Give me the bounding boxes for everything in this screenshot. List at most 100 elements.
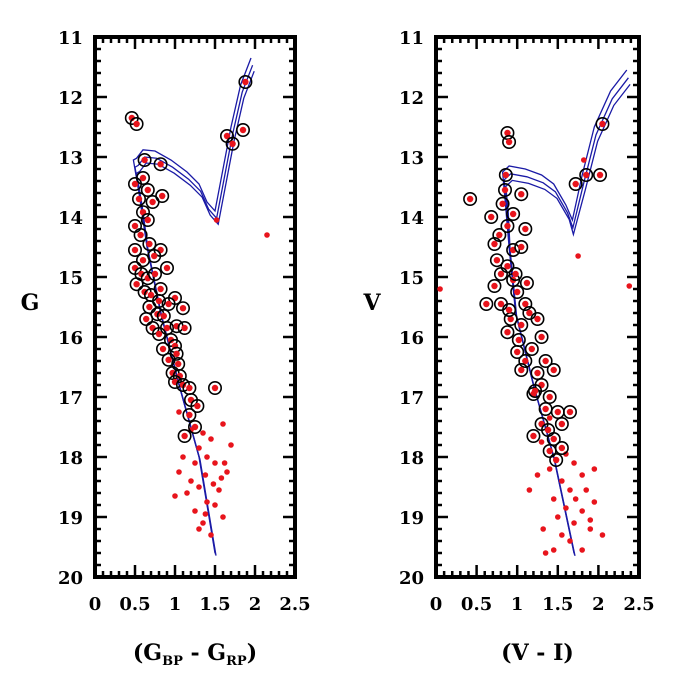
member-dot [179, 305, 187, 312]
member-ring [137, 153, 152, 168]
member-dot [144, 186, 151, 194]
x-tick-label: 2.5 [279, 594, 310, 615]
field-star-point [264, 232, 270, 238]
member-point [139, 311, 154, 326]
field-star-point [220, 514, 226, 520]
member-ring [542, 389, 557, 404]
member-ring [530, 365, 545, 380]
member-dot [173, 350, 180, 357]
member-dot [544, 426, 552, 434]
field-star-point [196, 445, 202, 451]
member-point [530, 365, 545, 380]
field-star-point [184, 490, 190, 496]
member-ring [169, 346, 184, 361]
member-ring [502, 135, 517, 150]
member-ring [128, 243, 143, 258]
y-tick-label: 18 [58, 448, 83, 469]
member-point [514, 187, 529, 202]
member-ring [493, 266, 508, 281]
field-star-point [567, 538, 573, 544]
member-point [510, 284, 525, 299]
member-point [524, 341, 539, 356]
member-ring [190, 398, 205, 413]
member-point [238, 75, 253, 90]
member-ring [593, 168, 608, 183]
y-tick-label: 16 [58, 328, 83, 349]
isochrone-line [505, 84, 631, 557]
y-tick-label: 17 [58, 388, 83, 409]
member-dot [165, 300, 172, 308]
member-point [176, 301, 191, 316]
member-dot [534, 369, 541, 377]
member-ring [136, 253, 151, 268]
member-ring [549, 452, 564, 467]
member-ring [554, 440, 569, 455]
member-dot [497, 270, 505, 278]
field-star-point [220, 421, 226, 427]
member-point [140, 183, 155, 198]
member-point [542, 389, 557, 404]
member-dot [531, 387, 539, 395]
member-dot [133, 120, 140, 128]
member-ring [510, 284, 525, 299]
member-ring [528, 383, 543, 398]
member-ring [518, 222, 533, 237]
field-star-point [550, 547, 557, 553]
member-point [177, 428, 192, 443]
member-ring [514, 362, 529, 377]
axis-ticks [93, 35, 297, 579]
member-dot [147, 291, 155, 299]
field-star-point [583, 487, 590, 493]
member-dot [139, 257, 147, 264]
y-tick-label: 19 [399, 508, 424, 529]
x-tick-label: 0.5 [119, 594, 150, 615]
member-dot [186, 411, 193, 419]
member-dot [131, 222, 139, 230]
member-ring [489, 253, 504, 268]
member-dot [501, 186, 509, 194]
member-dot [538, 333, 545, 341]
member-dot [512, 270, 519, 278]
x-tick-label: 2.5 [623, 594, 654, 615]
y-tick-label: 18 [399, 448, 424, 469]
member-dot [135, 195, 143, 203]
member-dot [599, 120, 606, 128]
member-dot [146, 240, 153, 248]
member-point [593, 168, 608, 183]
isochrone-lines [501, 69, 631, 557]
member-point [514, 240, 529, 255]
member-dot [514, 348, 521, 356]
member-dot [229, 140, 236, 147]
y-tick-label: 12 [399, 88, 424, 109]
field-star-point [204, 499, 210, 505]
x-tick-label: 1.5 [199, 594, 230, 615]
member-point [169, 346, 184, 361]
member-dot [505, 138, 513, 146]
member-ring [208, 380, 223, 395]
member-point [518, 296, 533, 311]
member-ring [541, 422, 556, 437]
field-star-point [196, 484, 202, 490]
member-point [148, 266, 163, 281]
field-star-point [526, 487, 533, 493]
member-dot [499, 200, 506, 207]
member-point [479, 296, 494, 311]
cluster-members [463, 117, 610, 467]
member-ring [498, 168, 513, 183]
member-ring [484, 210, 499, 225]
field-star-point [563, 505, 569, 511]
member-ring [487, 237, 502, 252]
y-tick-label: 12 [58, 88, 83, 109]
member-point [546, 362, 561, 377]
member-point [518, 353, 533, 368]
member-point [542, 443, 557, 458]
y-tick-label: 13 [399, 148, 424, 169]
x-tick-label: 1.5 [542, 594, 573, 615]
plot-frame [434, 35, 641, 579]
member-point [508, 266, 523, 281]
member-dot [143, 315, 150, 323]
member-point [549, 452, 564, 467]
member-dot [191, 423, 199, 431]
member-ring [177, 320, 192, 335]
member-dot [526, 309, 533, 317]
